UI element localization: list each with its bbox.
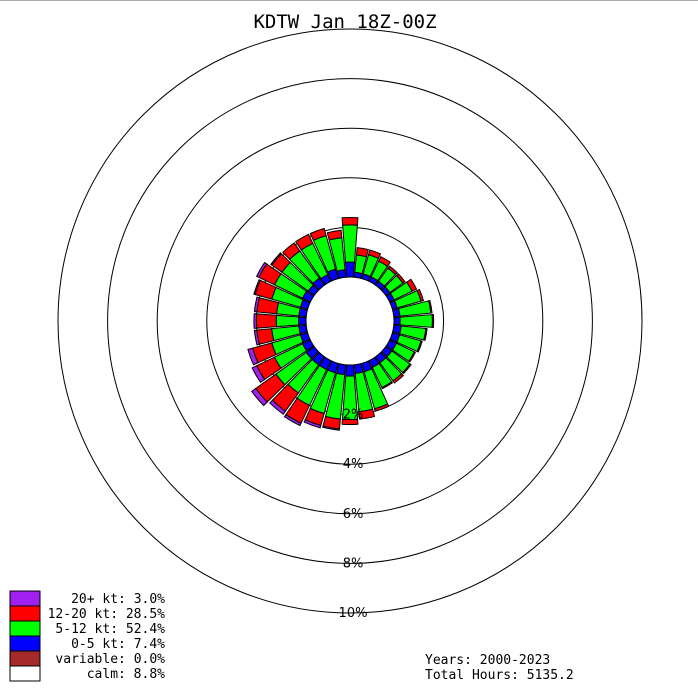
wedge-190-gt20 [322, 425, 340, 431]
wedge-230-gt20 [251, 387, 268, 407]
ring-10pct [57, 28, 643, 614]
legend-label: 0-5 kt: 7.4% [71, 637, 165, 652]
wedge-20-b1220 [367, 249, 382, 260]
wedge-290-gt20 [253, 279, 261, 296]
wedge-200-gt20 [303, 419, 322, 429]
legend-swatch [9, 665, 41, 682]
wedge-220-gt20 [269, 399, 287, 415]
wedge-270-b1220 [255, 313, 277, 329]
wedge-80-b1220 [428, 299, 433, 314]
ring-8pct [107, 78, 593, 564]
wedge-160-b1220 [373, 403, 390, 412]
wedge-110-b1220 [416, 340, 423, 353]
ring-label-10pct: 10% [339, 606, 368, 621]
wedge-270-lt5 [298, 316, 307, 326]
wedge-70-b1220 [416, 288, 425, 302]
legend-label: variable: 0.0% [55, 652, 165, 667]
wedge-270-gt20 [253, 313, 258, 329]
legend-label: 20+ kt: 3.0% [71, 592, 165, 607]
ring-4pct [206, 177, 494, 465]
wedge-240-gt20 [251, 365, 266, 383]
wedge-140-b1220 [392, 372, 405, 384]
wedge-260-gt20 [253, 329, 260, 346]
wedge-30-b1220 [377, 256, 391, 267]
ring-label-6pct: 6% [343, 507, 364, 522]
wedge-120-b1220 [408, 351, 417, 363]
wedge-320-b1220 [282, 242, 301, 261]
wedge-310-gt20 [270, 252, 283, 266]
wedge-0-b512 [342, 224, 358, 263]
wedge-0-lt5 [344, 261, 356, 278]
calm-center-circle [305, 276, 395, 366]
wedge-180-lt5 [345, 364, 355, 377]
legend-swatch [9, 635, 41, 652]
legend-swatch [9, 590, 41, 607]
wedge-100-b1220 [423, 327, 428, 341]
legend-label: calm: 8.8% [87, 667, 165, 682]
wedge-170-b1220 [358, 408, 376, 420]
wedge-10-b1220 [355, 247, 369, 258]
ring-6pct [156, 127, 544, 515]
legend-swatch [9, 620, 41, 637]
legend-label: 5-12 kt: 52.4% [55, 622, 165, 637]
wedge-90-b512 [399, 314, 433, 328]
total-hours-text: Total Hours: 5135.2 [425, 668, 574, 683]
wedge-90-lt5 [393, 316, 401, 326]
ring-labels: 2% 4% 6% 8% 10% [339, 408, 368, 621]
legend-swatch [9, 605, 41, 622]
wedge-340-b1220 [309, 227, 327, 241]
wedge-150-b1220 [381, 381, 394, 390]
wedge-280-gt20 [253, 296, 260, 313]
ring-label-2pct: 2% [343, 408, 364, 423]
wedge-270-b512 [275, 314, 300, 328]
wedge-50-b1220 [395, 273, 406, 284]
wedge-210-gt20 [283, 413, 302, 427]
legend: 20+ kt: 3.0%12-20 kt: 28.5%5-12 kt: 52.4… [9, 590, 166, 682]
wedge-90-b1220 [431, 314, 435, 328]
wedge-300-gt20 [255, 261, 268, 279]
wedge-250-gt20 [247, 347, 259, 366]
chart-title: KDTW Jan 18Z-00Z [253, 11, 436, 33]
wind-wedges [247, 216, 435, 431]
wedge-330-b1220 [295, 233, 314, 251]
wedge-260-b1220 [256, 328, 275, 345]
wedge-60-b1220 [406, 278, 418, 292]
ring-label-8pct: 8% [343, 556, 364, 571]
wedge-350-b1220 [326, 229, 343, 241]
wedge-180-b1220 [341, 418, 359, 426]
legend-label: 12-20 kt: 28.5% [48, 607, 166, 622]
wedge-0-b1220 [341, 216, 359, 226]
ring-label-4pct: 4% [343, 457, 364, 472]
legend-swatch [9, 650, 41, 667]
wedge-40-b1220 [387, 265, 398, 276]
years-text: Years: 2000-2023 [425, 653, 550, 668]
wedge-130-b1220 [401, 363, 412, 375]
